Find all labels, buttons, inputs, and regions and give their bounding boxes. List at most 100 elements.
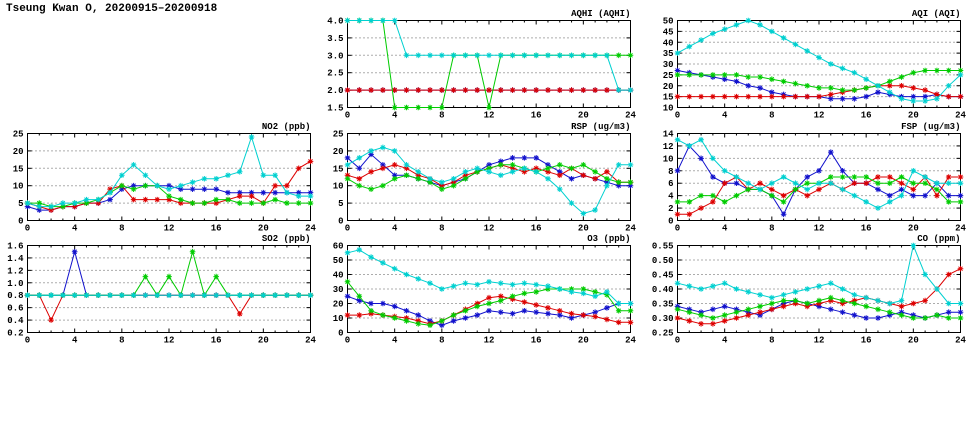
- y-axis-labels: 0.25 0.30 0.35 0.40 0.45 0.50 0.55: [652, 242, 674, 339]
- chart-canvas-aqhi: 1.5 2.0 2.5 3.0 3.5 4.0 0 4 8 12 16 20 24 AQHI (AQHI): [327, 9, 636, 120]
- svg-text:4: 4: [668, 192, 674, 202]
- series-markers-green: [674, 294, 964, 321]
- svg-text:0.50: 0.50: [652, 256, 674, 266]
- svg-text:0: 0: [18, 217, 23, 227]
- plot-border: [27, 133, 311, 221]
- series-markers-cyan: [344, 17, 634, 93]
- svg-text:24: 24: [955, 224, 966, 233]
- svg-text:0: 0: [675, 336, 680, 345]
- svg-text:40: 40: [333, 271, 344, 281]
- svg-text:16: 16: [531, 336, 542, 345]
- svg-text:50: 50: [333, 256, 344, 266]
- svg-text:0: 0: [345, 336, 350, 345]
- svg-text:12: 12: [814, 111, 825, 120]
- series-markers-cyan: [24, 292, 314, 299]
- svg-text:12: 12: [484, 224, 495, 233]
- svg-text:24: 24: [625, 111, 636, 120]
- svg-text:25: 25: [13, 130, 24, 140]
- svg-text:4: 4: [722, 336, 728, 345]
- chart-title-no2: NO2 (ppb): [262, 122, 311, 132]
- chart-co: 0.25 0.30 0.35 0.40 0.45 0.50 0.55 0 4 8 12 16 20 24 C…: [650, 231, 966, 344]
- svg-text:2.0: 2.0: [327, 86, 343, 96]
- svg-text:15: 15: [663, 93, 674, 103]
- series-markers-cyan: [24, 134, 314, 210]
- svg-text:16: 16: [211, 336, 222, 345]
- svg-text:0.35: 0.35: [652, 300, 674, 310]
- gridlines: [677, 133, 961, 221]
- svg-text:3.0: 3.0: [327, 51, 343, 61]
- svg-text:30: 30: [333, 285, 344, 295]
- series-cyan: [344, 144, 634, 217]
- chart-fsp: 0 2 4 6 8 10 12 14 0 4 8 12 16 20 24 FSP (ug/m3): [650, 119, 966, 232]
- y-axis-labels: 0 5 10 15 20 25: [333, 130, 344, 227]
- svg-text:8: 8: [769, 336, 774, 345]
- svg-text:0.55: 0.55: [652, 242, 674, 252]
- svg-text:8: 8: [769, 111, 774, 120]
- series-green: [24, 248, 314, 299]
- axis-ticks: [347, 20, 631, 108]
- series-cyan: [674, 17, 964, 104]
- x-axis-labels: 0 4 8 12 16 20 24: [25, 336, 316, 345]
- svg-text:60: 60: [333, 242, 344, 252]
- svg-text:0: 0: [338, 329, 343, 339]
- series-markers-green: [674, 67, 964, 93]
- chart-canvas-rsp: 0 5 10 15 20 25 0 4 8 12 16 20 24 RSP (ug/m3): [333, 122, 636, 233]
- chart-title-aqhi: AQHI (AQHI): [571, 9, 630, 19]
- svg-text:1.0: 1.0: [7, 279, 23, 289]
- svg-text:20: 20: [908, 111, 919, 120]
- series-line-red: [677, 268, 961, 325]
- svg-text:16: 16: [861, 111, 872, 120]
- svg-text:8: 8: [439, 336, 444, 345]
- svg-text:0: 0: [25, 224, 30, 233]
- gridlines: [27, 133, 311, 221]
- svg-text:12: 12: [164, 336, 175, 345]
- svg-text:35: 35: [663, 49, 674, 59]
- svg-text:2.5: 2.5: [327, 69, 343, 79]
- y-axis-labels: 0 2 4 6 8 10 12 14: [663, 130, 674, 227]
- svg-text:24: 24: [305, 224, 316, 233]
- svg-text:5: 5: [18, 199, 23, 209]
- chart-title-fsp: FSP (ug/m3): [901, 122, 960, 132]
- chart-title-rsp: RSP (ug/m3): [571, 122, 630, 132]
- svg-text:24: 24: [625, 336, 636, 345]
- gridlines: [677, 245, 961, 333]
- series-cyan: [674, 242, 964, 307]
- svg-text:16: 16: [861, 224, 872, 233]
- svg-text:0.6: 0.6: [7, 304, 23, 314]
- svg-text:30: 30: [663, 60, 674, 70]
- svg-text:0: 0: [668, 217, 673, 227]
- chart-canvas-co: 0.25 0.30 0.35 0.40 0.45 0.50 0.55 0 4 8 12 16 20 24 C…: [652, 234, 966, 345]
- svg-text:8: 8: [119, 224, 124, 233]
- plot-border: [27, 245, 311, 333]
- series-markers-green: [24, 248, 314, 299]
- series-markers-red: [344, 87, 634, 93]
- svg-text:0: 0: [675, 224, 680, 233]
- chart-canvas-o3: 0 10 20 30 40 50 60 0 4 8 12 16 20 24 O3 (ppb): [333, 234, 636, 345]
- svg-text:50: 50: [663, 17, 674, 27]
- svg-text:4: 4: [72, 336, 78, 345]
- svg-text:25: 25: [663, 71, 674, 81]
- svg-text:8: 8: [119, 336, 124, 345]
- svg-text:10: 10: [663, 104, 674, 114]
- series-cyan: [674, 136, 964, 211]
- svg-text:0.40: 0.40: [652, 285, 674, 295]
- chart-title-aqi: AQI (AQI): [912, 9, 961, 19]
- svg-text:15: 15: [13, 164, 24, 174]
- plot-border: [347, 20, 631, 108]
- svg-text:14: 14: [663, 130, 674, 140]
- plot-border: [677, 133, 961, 221]
- chart-title-co: CO (ppm): [917, 234, 960, 244]
- x-axis-labels: 0 4 8 12 16 20 24: [25, 224, 316, 233]
- series-red: [344, 87, 634, 93]
- svg-text:4: 4: [722, 224, 728, 233]
- y-axis-labels: 0.2 0.4 0.6 0.8 1.0 1.2 1.4 1.6: [7, 242, 24, 339]
- svg-text:0.25: 0.25: [652, 329, 674, 339]
- svg-text:0.4: 0.4: [7, 316, 24, 326]
- chart-so2: 0.2 0.4 0.6 0.8 1.0 1.2 1.4 1.6 0 4 8 12 16 20 24 SO2 (…: [0, 231, 316, 344]
- svg-text:24: 24: [625, 224, 636, 233]
- svg-text:1.2: 1.2: [7, 266, 23, 276]
- svg-text:25: 25: [333, 130, 344, 140]
